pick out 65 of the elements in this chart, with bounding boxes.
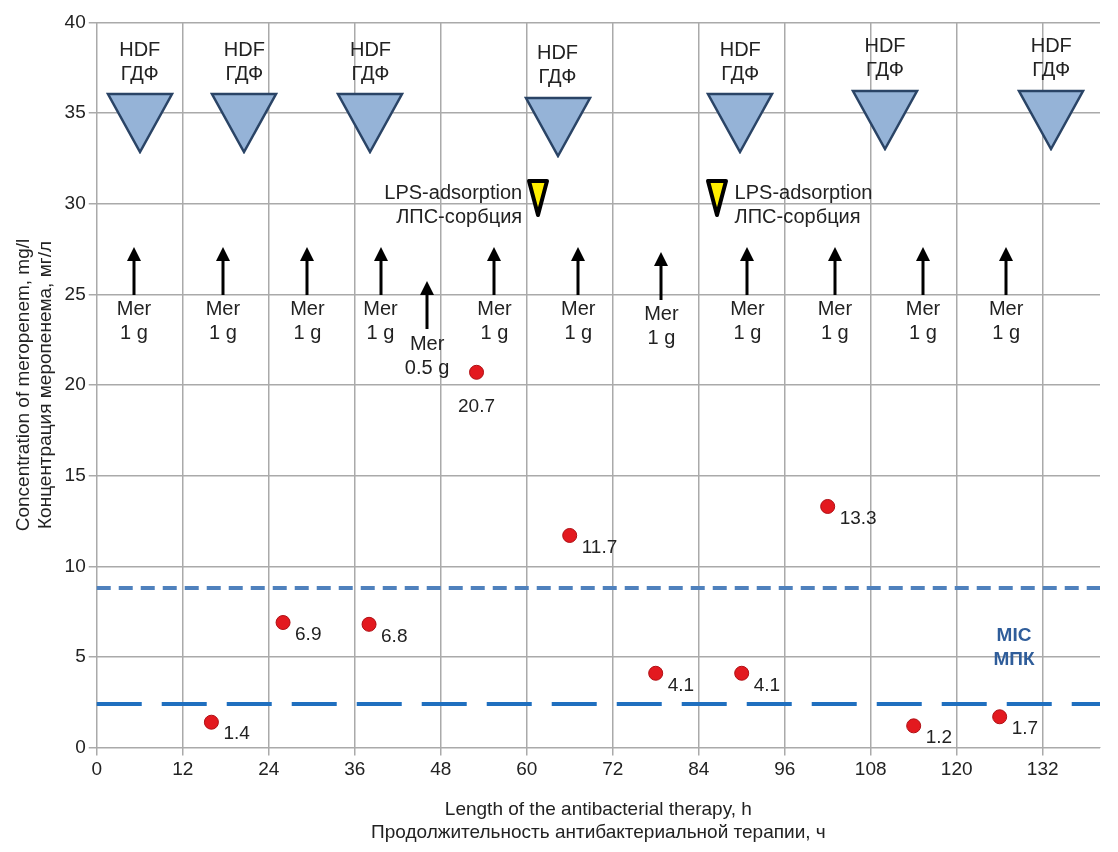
y-tick-label: 35 bbox=[64, 101, 86, 123]
x-tick-label: 60 bbox=[516, 758, 538, 780]
annotation: HDF ГДФ bbox=[119, 37, 161, 84]
annotation: Mer 1 g bbox=[477, 297, 513, 344]
y-tick-label: 30 bbox=[64, 191, 86, 213]
annotation: Mer 0.5 g bbox=[404, 331, 450, 378]
y-tick-label: 10 bbox=[64, 554, 86, 576]
x-tick-label: 48 bbox=[430, 758, 452, 780]
annotation: HDF ГДФ bbox=[719, 37, 761, 84]
x-tick-label: 72 bbox=[602, 758, 624, 780]
point bbox=[562, 527, 578, 543]
data-label: 6.9 bbox=[295, 622, 322, 644]
annotation: Mer 1 g bbox=[988, 297, 1024, 344]
x-tick-label: 0 bbox=[91, 758, 103, 780]
data-label: 13.3 bbox=[839, 506, 877, 528]
annotation: Mer 1 g bbox=[290, 297, 325, 344]
data-label: 4.1 bbox=[667, 673, 695, 695]
data-label: 1.4 bbox=[223, 722, 251, 744]
annotation: Mer 1 g bbox=[205, 297, 241, 344]
annotation: HDF ГДФ bbox=[864, 34, 906, 81]
annotation: HDF ГДФ bbox=[349, 37, 392, 84]
point bbox=[361, 616, 377, 632]
y-tick-label: 15 bbox=[64, 463, 86, 485]
point bbox=[648, 665, 664, 681]
y-tick-label: 25 bbox=[64, 282, 86, 304]
x-tick-label: 132 bbox=[1026, 758, 1059, 780]
annotation: HDF ГДФ bbox=[223, 37, 265, 84]
x-tick-label: 36 bbox=[344, 758, 366, 780]
x-axis-title: Length of the antibacterial therapy, h Продолжительность антибактериальной терапии, ч bbox=[371, 798, 826, 842]
annotation: Mer 1 g bbox=[644, 302, 679, 349]
annotation: HDF ГДФ bbox=[1030, 34, 1072, 81]
data-label: 1.2 bbox=[925, 726, 953, 748]
y-tick-label: 5 bbox=[75, 645, 86, 667]
data-label: 20.7 bbox=[458, 394, 496, 416]
y-tick-label: 40 bbox=[64, 10, 86, 32]
x-tick-label: 12 bbox=[172, 758, 194, 780]
annotation: Mer 1 g bbox=[561, 297, 596, 344]
y-axis-title: Concentration of meropenem, mg/l Концентрация меропенема, мг/л bbox=[11, 238, 56, 532]
annotation: MIC МПК bbox=[993, 624, 1035, 670]
x-tick-label: 24 bbox=[258, 758, 280, 780]
point bbox=[906, 718, 922, 734]
x-tick-label: 96 bbox=[774, 758, 796, 780]
data-label: 6.8 bbox=[381, 624, 408, 646]
point bbox=[275, 615, 291, 630]
annotation: LPS-adsorption ЛПС-сорбция bbox=[384, 180, 523, 227]
y-tick-label: 0 bbox=[75, 735, 86, 757]
annotation: LPS-adsorption ЛПС-сорбция bbox=[734, 180, 873, 227]
x-tick-label: 120 bbox=[940, 758, 973, 780]
annotation: Mer 1 g bbox=[116, 297, 152, 344]
x-tick-label: 108 bbox=[854, 758, 887, 780]
data-label: 1.7 bbox=[1011, 717, 1039, 739]
annotation: Mer 1 g bbox=[905, 297, 941, 344]
data-label: 4.1 bbox=[753, 673, 781, 695]
annotation: Mer 1 g bbox=[730, 297, 765, 344]
annotation: Mer 1 g bbox=[817, 297, 853, 344]
point bbox=[734, 665, 750, 681]
annotation: Mer 1 g bbox=[363, 297, 399, 344]
point bbox=[992, 709, 1008, 725]
annotation: HDF ГДФ bbox=[536, 41, 579, 88]
point bbox=[820, 498, 836, 514]
y-tick-label: 20 bbox=[64, 373, 86, 395]
point bbox=[203, 714, 219, 730]
point bbox=[469, 364, 485, 380]
x-tick-label: 84 bbox=[688, 758, 710, 780]
data-label: 11.7 bbox=[581, 535, 618, 557]
